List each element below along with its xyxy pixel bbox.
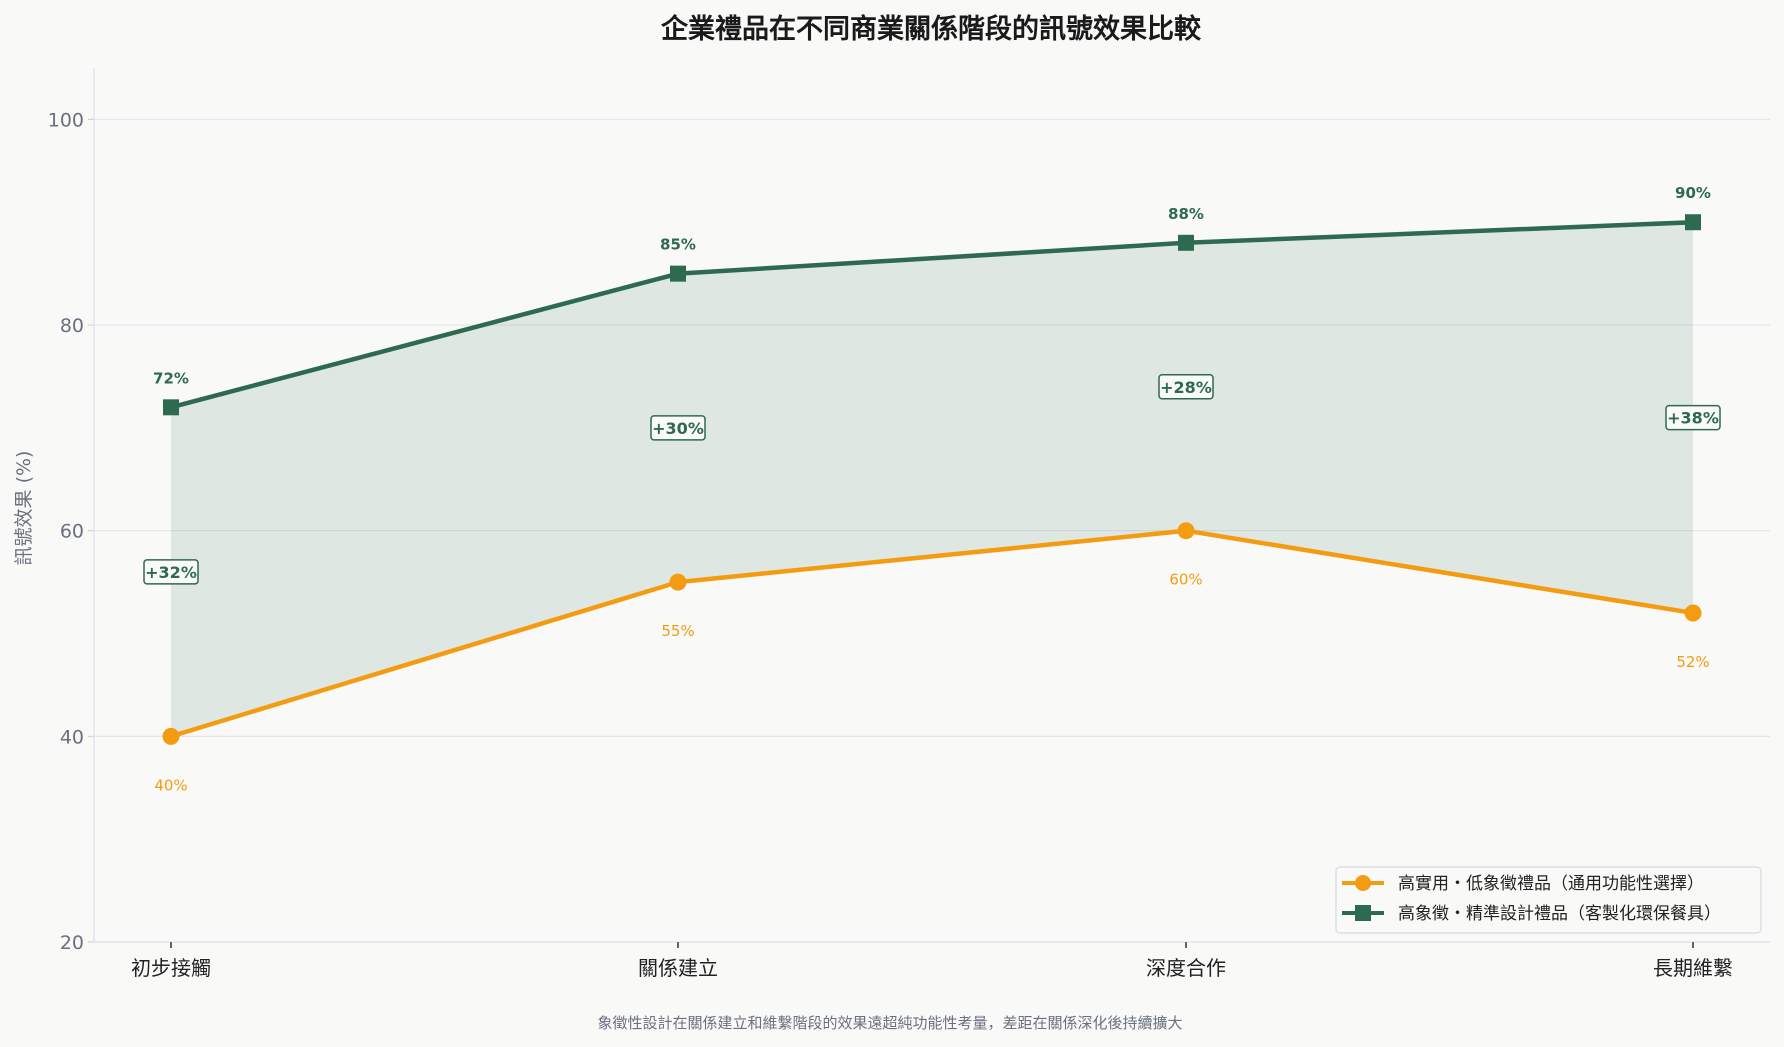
data-point-square	[163, 399, 179, 416]
legend-label-functional: 高實用・低象徵禮品（通用功能性選擇）	[1398, 874, 1704, 894]
y-axis: 20 40 60 80 100	[48, 68, 95, 954]
value-label: 55%	[661, 622, 694, 640]
caption: 象徵性設計在關係建立和維繫階段的效果遠超純功能性考量，差距在關係深化後持續擴大	[597, 1014, 1182, 1032]
value-labels: 40% 55% 60% 52% 72% 85% 88% 90% +32% +30% +28% +38%	[143, 184, 1721, 794]
y-tick-label: 80	[60, 315, 84, 337]
difference-badge	[143, 559, 199, 585]
data-point-square	[1178, 234, 1194, 251]
data-point-circle	[1177, 522, 1195, 540]
chart-title: 企業禮品在不同商業關係階段的訊號效果比較	[661, 13, 1202, 45]
y-tick-label: 20	[60, 932, 84, 954]
data-point-circle	[162, 727, 180, 745]
value-label: 90%	[1675, 184, 1711, 202]
value-label: 85%	[660, 236, 696, 254]
difference-label: +30%	[652, 419, 704, 438]
data-point-circle	[1684, 604, 1702, 622]
value-label: 60%	[1169, 571, 1202, 589]
difference-badge	[1158, 374, 1214, 400]
x-tick-label: 關係建立	[638, 956, 718, 980]
value-label: 52%	[1676, 653, 1709, 671]
x-tick-label: 初步接觸	[131, 956, 211, 980]
legend-marker-circle	[1355, 875, 1371, 891]
series-line-symbolic	[170, 219, 1694, 410]
legend-box	[1335, 866, 1762, 934]
difference-badge	[1665, 404, 1721, 431]
y-tick-label: 100	[48, 109, 84, 131]
legend-marker-square	[1355, 905, 1371, 921]
difference-label: +32%	[145, 563, 197, 582]
y-tick-label: 60	[60, 521, 84, 543]
data-point-circle	[669, 573, 687, 591]
x-tick-label: 深度合作	[1146, 956, 1226, 980]
difference-label: +28%	[1160, 378, 1212, 397]
y-axis-label: 訊號效果 (%)	[13, 451, 35, 566]
series-line-functional	[170, 528, 1694, 739]
legend: 高實用・低象徵禮品（通用功能性選擇） 高象徵・精準設計禮品（客製化環保餐具）	[1335, 866, 1762, 934]
y-tick-label: 40	[60, 726, 84, 748]
fill-between-area	[171, 222, 1693, 737]
legend-label-symbolic: 高象徵・精準設計禮品（客製化環保餐具）	[1398, 904, 1721, 924]
x-axis: 初步接觸 關係建立 深度合作 長期維繫	[94, 941, 1770, 980]
value-label: 88%	[1168, 205, 1204, 223]
difference-badge	[650, 415, 706, 441]
x-tick-label: 長期維繫	[1653, 956, 1733, 980]
difference-label: +38%	[1667, 409, 1719, 428]
series-lines	[162, 214, 1702, 745]
data-point-square	[1685, 214, 1701, 231]
gap-fill	[171, 222, 1693, 737]
grid	[94, 118, 1770, 737]
data-point-square	[670, 265, 686, 282]
value-label: 40%	[154, 776, 187, 794]
value-label: 72%	[153, 369, 189, 387]
